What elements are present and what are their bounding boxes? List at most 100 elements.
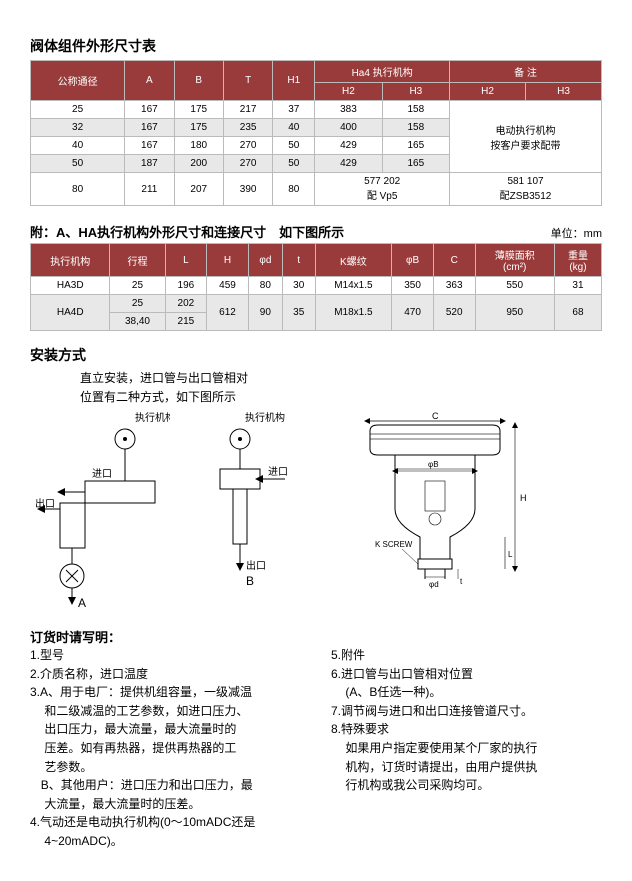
t2-cell: 520: [433, 295, 475, 331]
t2-h: 薄膜面积 (cm²): [475, 244, 554, 277]
t1-cell: 429: [315, 137, 382, 155]
table2-title: 附：A、HA执行机构外形尺寸和连接尺寸 如下图所示: [30, 222, 344, 241]
t2-cell: M14x1.5: [315, 277, 392, 295]
t2-cell: 68: [554, 295, 601, 331]
t1-cell: 50: [31, 155, 125, 173]
t1-cell: 40: [273, 119, 315, 137]
t2-h: K螺纹: [315, 244, 392, 277]
t2-cell: 470: [392, 295, 434, 331]
t1-cell: 167: [125, 101, 174, 119]
t2-cell: 612: [207, 295, 249, 331]
order-item: 4~20mADC)。: [30, 832, 301, 851]
t1-cell: 581 107 配ZSB3512: [450, 173, 602, 206]
order-item: 8.特殊要求: [331, 720, 602, 739]
order-col-right: 5.附件 6.进口管与出口管相对位置 (A、B任选一种)。 7.调节阀与进口和出…: [331, 646, 602, 851]
diagram-a: 执行机构 进口 出口 A: [30, 409, 170, 609]
t2-cell: 202: [165, 295, 207, 313]
t1-cell: 400: [315, 119, 382, 137]
t1-h-h2b: H2: [450, 83, 526, 101]
t2-cell: 459: [207, 277, 249, 295]
order-item: 2.介质名称，进口温度: [30, 665, 301, 684]
t2-cell: 550: [475, 277, 554, 295]
t2-cell: 215: [165, 313, 207, 331]
t1-cell: 270: [223, 137, 272, 155]
t1-h-h3: H3: [382, 83, 449, 101]
t1-h-h3b: H3: [525, 83, 601, 101]
t2-cell: HA4D: [31, 295, 110, 331]
order-item: 3.A、用于电厂：提供机组容量，一级减温: [30, 683, 301, 702]
install-line1: 直立安装，进口管与出口管相对: [80, 369, 602, 386]
order-item: 如果用户指定要使用某个厂家的执行: [331, 739, 602, 758]
t2-cell: 350: [392, 277, 434, 295]
t1-cell: 167: [125, 119, 174, 137]
t1-cell: 158: [382, 119, 449, 137]
table1: 公称通径 A B T H1 Ha4 执行机构 备 注 H2 H3 H2 H3 2…: [30, 60, 602, 206]
t1-cell: 187: [125, 155, 174, 173]
t1-h-a: A: [125, 61, 174, 101]
order-item: 机构，订货时请提出，由用户提供执: [331, 758, 602, 777]
order-item: 6.进口管与出口管相对位置: [331, 665, 602, 684]
t2-cell: 30: [282, 277, 315, 295]
t2-cell: 950: [475, 295, 554, 331]
t2-cell: HA3D: [31, 277, 110, 295]
dgB-out-label: 出口: [246, 559, 266, 572]
diagram-dim: C φB φd t K SCREW: [340, 409, 540, 589]
order-item: 4.气动还是电动执行机构(0～10mADC还是: [30, 813, 301, 832]
t2-h: 行程: [110, 244, 165, 277]
dgB-actuator-label: 执行机构: [245, 411, 285, 424]
t1-cell: 211: [125, 173, 174, 206]
t1-cell: 40: [31, 137, 125, 155]
order-item: 艺参数。: [30, 758, 301, 777]
t2-cell: 90: [248, 295, 282, 331]
t1-cell: 165: [382, 155, 449, 173]
t1-h-t: T: [223, 61, 272, 101]
order-item: 行机构或我公司采购均可。: [331, 776, 602, 795]
t2-cell: 31: [554, 277, 601, 295]
t2-cell: 25: [110, 295, 165, 313]
dgB-in-label: 进口: [268, 466, 288, 478]
t1-cell: 50: [273, 137, 315, 155]
t1-cell: 217: [223, 101, 272, 119]
t2-h: t: [282, 244, 315, 277]
t1-h-h1: H1: [273, 61, 315, 101]
t1-cell: 32: [31, 119, 125, 137]
order-item: B、其他用户：进口压力和出口压力，最: [30, 776, 301, 795]
t2-cell: 196: [165, 277, 207, 295]
t2-cell: 25: [110, 277, 165, 295]
t1-cell: 207: [174, 173, 223, 206]
dim-d: φd: [429, 580, 439, 589]
t2-cell: 363: [433, 277, 475, 295]
t1-remark: 电动执行机构 按客户要求配带: [450, 101, 602, 173]
order-item: 压差。如有再热器，提供再热器的工: [30, 739, 301, 758]
t2-cell: 80: [248, 277, 282, 295]
t1-cell: 80: [31, 173, 125, 206]
dim-c: C: [432, 411, 439, 421]
t1-cell: 165: [382, 137, 449, 155]
t1-cell: 390: [223, 173, 272, 206]
t1-cell: 175: [174, 101, 223, 119]
dgB-b-label: B: [246, 574, 254, 588]
t2-cell: M18x1.5: [315, 295, 392, 331]
t1-cell: 158: [382, 101, 449, 119]
t1-cell: 167: [125, 137, 174, 155]
order-item: (A、B任选一种)。: [331, 683, 602, 702]
order-title: 订货时请写明：: [30, 627, 602, 646]
t1-cell: 50: [273, 155, 315, 173]
diagram-b: 执行机构 进口 出口 B: [200, 409, 310, 599]
t1-cell: 577 202 配 Vp5: [315, 173, 450, 206]
order-item: 7.调节阀与进口和出口连接管道尺寸。: [331, 702, 602, 721]
t1-cell: 25: [31, 101, 125, 119]
install-line2: 位置有二种方式，如下图所示: [80, 388, 602, 405]
table2-unit: 单位：mm: [551, 225, 602, 241]
t1-cell: 270: [223, 155, 272, 173]
t2-cell: 35: [282, 295, 315, 331]
table1-title: 阀体组件外形尺寸表: [30, 36, 602, 56]
order-col-left: 1.型号 2.介质名称，进口温度 3.A、用于电厂：提供机组容量，一级减温 和二…: [30, 646, 301, 851]
order-item: 5.附件: [331, 646, 602, 665]
t1-cell: 175: [174, 119, 223, 137]
t1-cell: 180: [174, 137, 223, 155]
dgA-in-label: 进口: [92, 468, 112, 480]
t2-h: 重量 (kg): [554, 244, 601, 277]
dim-t: t: [460, 577, 463, 586]
order-item: 和二级减温的工艺参数，如进口压力、: [30, 702, 301, 721]
